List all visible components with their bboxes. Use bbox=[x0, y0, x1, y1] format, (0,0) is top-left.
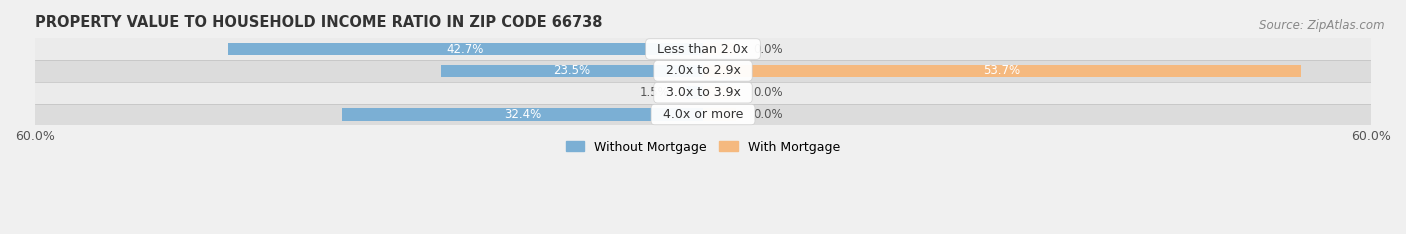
Bar bbox=[35, 82, 1371, 104]
Text: 32.4%: 32.4% bbox=[503, 108, 541, 121]
Legend: Without Mortgage, With Mortgage: Without Mortgage, With Mortgage bbox=[561, 135, 845, 158]
Bar bbox=[342, 108, 703, 121]
Bar bbox=[35, 38, 1371, 60]
Text: 42.7%: 42.7% bbox=[447, 43, 484, 55]
Text: 23.5%: 23.5% bbox=[554, 64, 591, 77]
Text: PROPERTY VALUE TO HOUSEHOLD INCOME RATIO IN ZIP CODE 66738: PROPERTY VALUE TO HOUSEHOLD INCOME RATIO… bbox=[35, 15, 602, 30]
Bar bbox=[703, 108, 737, 121]
Text: 2.0x to 2.9x: 2.0x to 2.9x bbox=[658, 64, 748, 77]
Text: Source: ZipAtlas.com: Source: ZipAtlas.com bbox=[1260, 19, 1385, 32]
Bar bbox=[228, 43, 703, 55]
Bar bbox=[703, 65, 1301, 77]
Text: 3.0x to 3.9x: 3.0x to 3.9x bbox=[658, 86, 748, 99]
Text: 0.0%: 0.0% bbox=[754, 108, 783, 121]
Text: 4.0x or more: 4.0x or more bbox=[655, 108, 751, 121]
Bar bbox=[441, 65, 703, 77]
Bar bbox=[703, 43, 737, 55]
Text: 53.7%: 53.7% bbox=[983, 64, 1021, 77]
Bar bbox=[703, 86, 737, 99]
Text: Less than 2.0x: Less than 2.0x bbox=[650, 43, 756, 55]
Text: 0.0%: 0.0% bbox=[754, 86, 783, 99]
Text: 1.5%: 1.5% bbox=[640, 86, 669, 99]
Bar bbox=[35, 104, 1371, 125]
Bar bbox=[35, 60, 1371, 82]
Bar bbox=[686, 86, 703, 99]
Text: 0.0%: 0.0% bbox=[754, 43, 783, 55]
